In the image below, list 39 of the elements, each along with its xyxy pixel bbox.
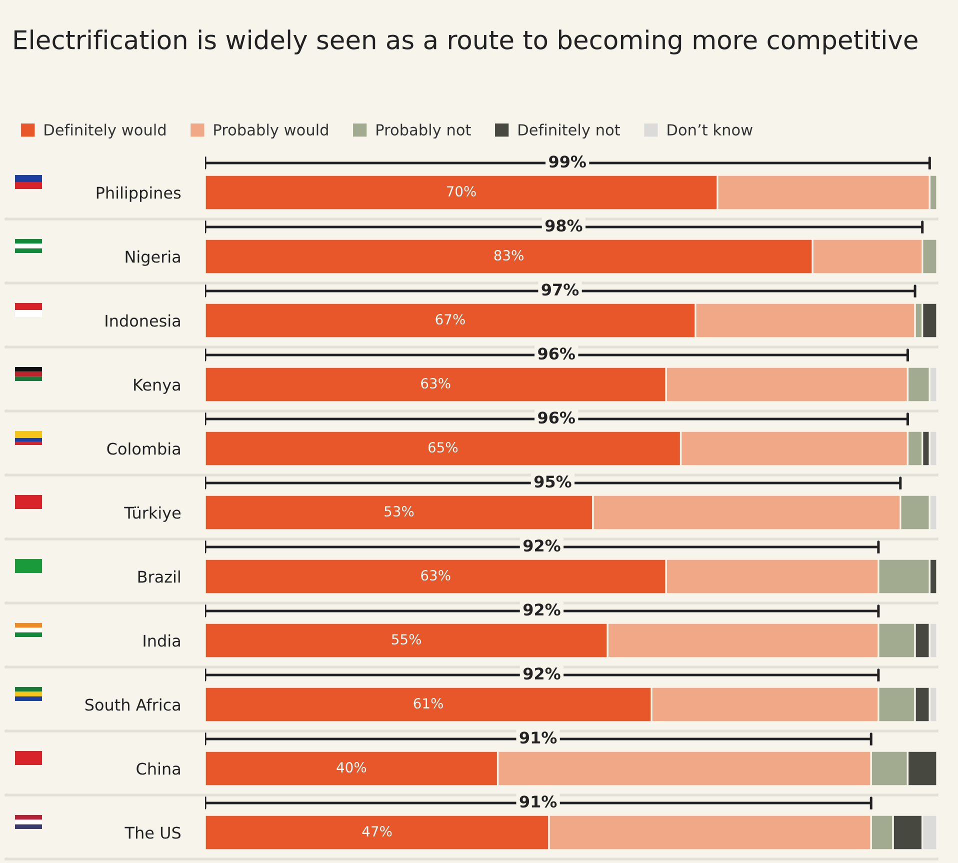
data-label: 47% — [362, 826, 392, 837]
y-tick-label: South Africa — [85, 698, 180, 711]
data-label: 53% — [384, 506, 414, 517]
annotation: 91% — [520, 796, 557, 808]
y-tick-label: China — [136, 762, 180, 775]
annotation: 99% — [549, 156, 586, 168]
y-tick-label: Philippines — [96, 186, 181, 202]
y-tick-label: Kenya — [134, 378, 180, 394]
y-tick-label: Türkiye — [124, 506, 181, 522]
data-label: 40% — [336, 762, 366, 773]
annotation: 96% — [538, 412, 575, 424]
data-label: 67% — [436, 314, 465, 325]
annotation: 98% — [545, 220, 582, 232]
data-label: 65% — [428, 442, 458, 453]
data-label: 63% — [421, 570, 450, 581]
annotation: 91% — [520, 732, 557, 744]
annotation: 92% — [523, 604, 560, 616]
data-label: 83% — [494, 250, 524, 261]
annotation: 97% — [542, 284, 579, 296]
y-tick-label: Colombia — [107, 442, 180, 455]
y-tick-label: Indonesia — [106, 314, 180, 327]
legend-label: Definitely not — [518, 124, 620, 139]
annotation: 92% — [523, 668, 560, 680]
data-label: 61% — [414, 698, 443, 709]
legend-label: Don’t know — [668, 124, 752, 136]
annotation: 96% — [538, 348, 575, 360]
legend-label: Definitely would — [44, 124, 166, 139]
data-label: 70% — [446, 186, 476, 197]
y-tick-label: Brazil — [138, 570, 180, 583]
data-label: 55% — [392, 634, 421, 645]
y-tick-label: Nigeria — [126, 250, 180, 266]
legend-label: Probably would — [214, 124, 328, 139]
data-label: 63% — [421, 378, 450, 389]
y-tick-label: The US — [124, 826, 180, 839]
legend-label: Probably not — [376, 124, 471, 139]
annotation: 92% — [523, 540, 560, 552]
chart-title: Electrification is widely seen as a route to becoming more competitive — [14, 30, 918, 54]
annotation: 95% — [534, 476, 572, 488]
y-tick-label: India — [144, 634, 180, 647]
